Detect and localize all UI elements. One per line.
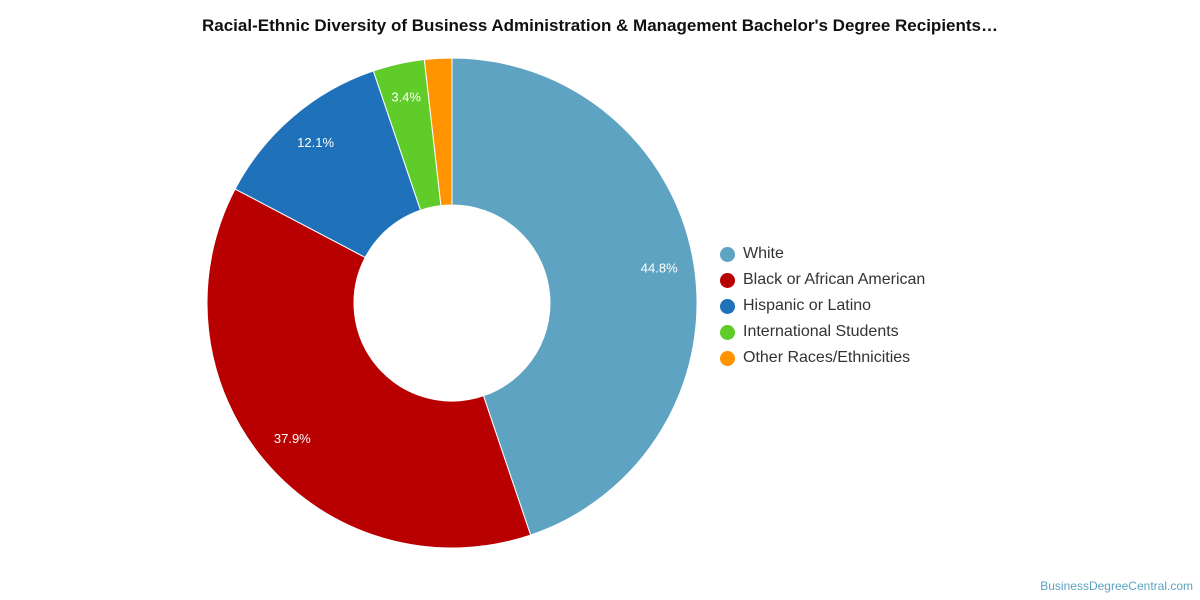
legend-swatch	[720, 298, 735, 314]
legend-label: Black or African American	[743, 271, 926, 288]
slice-other-races-ethnicities[interactable]	[423, 57, 453, 207]
legend-item-hispanic-or-latino[interactable]: Hispanic or Latino	[720, 293, 925, 319]
legend-item-international-students[interactable]: International Students	[720, 319, 925, 345]
legend-label: Other Races/Ethnicities	[743, 349, 911, 366]
legend-label: Hispanic or Latino	[743, 297, 872, 314]
legend-item-white[interactable]: White	[720, 241, 925, 267]
slice-black-or-african-american[interactable]	[206, 188, 532, 549]
chart-title: Racial-Ethnic Diversity of Business Admi…	[201, 16, 998, 35]
legend-swatch	[720, 324, 735, 340]
data-label-white: 44.8%	[641, 260, 678, 275]
data-label-hispanic-or-latino: 12.1%	[297, 135, 334, 150]
legend-label: International Students	[743, 323, 899, 340]
legend-swatch	[720, 350, 735, 366]
source-credit[interactable]: BusinessDegreeCentral.com	[1040, 579, 1193, 593]
data-labels: 44.8% 37.9% 12.1% 3.4%	[274, 89, 678, 445]
legend-item-other-races-ethnicities[interactable]: Other Races/Ethnicities	[720, 345, 925, 371]
data-label-international-students: 3.4%	[391, 89, 421, 104]
donut-slices	[206, 57, 698, 549]
legend-swatch	[720, 246, 735, 262]
legend-item-black-or-african-american[interactable]: Black or African American	[720, 267, 925, 293]
slice-white[interactable]	[451, 57, 698, 536]
legend-label: White	[743, 245, 784, 262]
data-label-black-or-african-american: 37.9%	[274, 431, 311, 446]
slice-hispanic-or-latino[interactable]	[234, 70, 422, 259]
legend-swatch	[720, 272, 735, 288]
chart-legend: White Black or African American Hispanic o…	[720, 241, 925, 371]
